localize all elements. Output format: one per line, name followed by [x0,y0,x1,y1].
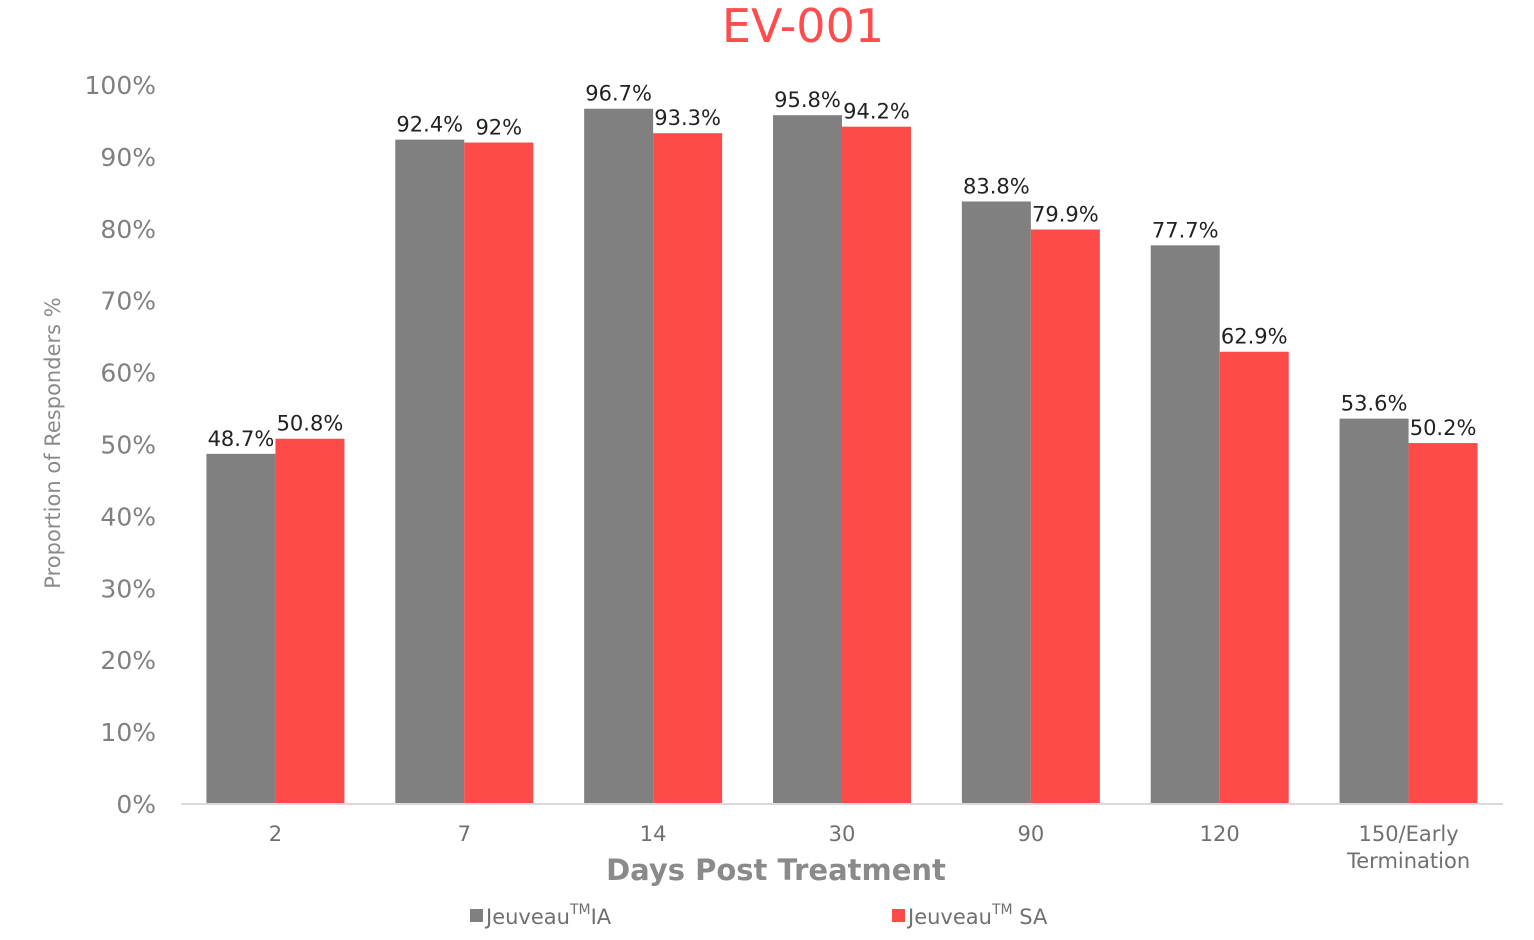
x-tick-label: 120 [1200,822,1240,846]
bars [206,108,1478,805]
legend-label: JeuveauTMIA [484,902,612,929]
bar [1030,229,1100,805]
x-axis-ticks: 2 7 14 30 90 120 150/Early Termination [269,822,1470,873]
data-label: 94.2% [843,100,910,124]
y-tick-label: 40% [100,502,156,531]
data-label: 53.6% [1341,392,1408,416]
x-tick-label: 7 [458,822,471,846]
y-tick-label: 70% [100,287,156,316]
bar [961,201,1031,804]
x-axis-title: Days Post Treatment [606,853,946,887]
bar [584,108,654,805]
legend-swatch [470,909,483,922]
data-label: 50.8% [277,412,344,436]
data-label: 95.8% [774,88,841,112]
data-label: 79.9% [1032,203,1099,227]
legend: JeuveauTMIA JeuveauTM SA [470,902,1048,929]
y-tick-label: 20% [100,646,156,675]
bar [1339,418,1409,804]
data-label: 92% [475,116,522,140]
bar [1150,245,1220,804]
y-tick-label: 0% [116,790,156,819]
y-axis-ticks: 0% 10% 20% 30% 40% 50% 60% 70% 80% 90% 100% [85,71,156,819]
bar [773,115,842,804]
bar [395,139,465,805]
data-label: 62.9% [1221,325,1288,349]
chart-title: EV-001 [722,0,884,53]
bar [275,438,345,804]
x-tick-label: 2 [269,822,282,846]
y-tick-label: 90% [100,143,156,172]
x-tick-label: 150/Early Termination [1346,822,1470,873]
y-tick-label: 100% [85,71,156,100]
bar [842,126,911,804]
data-labels: 48.7%50.8% 92.4% 92% 96.7%93.3% 95.8% 94.2% 83… [208,82,1477,451]
data-label: 93.3% [654,106,721,130]
y-axis-title: Proportion of Responders % [41,297,65,588]
x-tick-label: 90 [1017,822,1044,846]
legend-swatch [892,909,905,922]
y-tick-label: 30% [100,574,156,603]
bar [1219,351,1289,804]
legend-label: JeuveauTM SA [906,902,1048,929]
data-label: 48.7% [208,427,275,451]
y-tick-label: 60% [100,359,156,388]
y-tick-label: 10% [100,718,156,747]
bar [653,133,723,805]
x-tick-label: 30 [829,822,856,846]
data-label: 77.7% [1152,218,1219,242]
data-label: 50.2% [1410,416,1477,440]
bar [1408,443,1478,804]
legend-item: JeuveauTM SA [892,902,1048,929]
y-tick-label: 80% [100,215,156,244]
x-tick-label: 14 [640,822,667,846]
bar [464,142,534,804]
data-label: 92.4% [396,113,463,137]
data-label: 96.7% [585,82,652,106]
bar [206,453,276,804]
data-label: 83.8% [963,174,1030,198]
legend-item: JeuveauTMIA [470,902,612,929]
y-tick-label: 50% [100,431,156,460]
